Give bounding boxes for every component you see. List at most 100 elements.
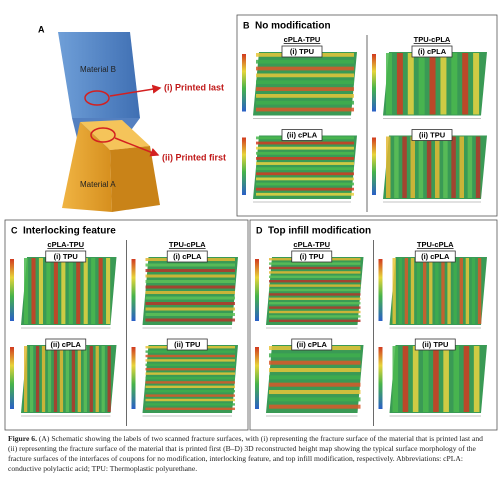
surface-stripe [145, 372, 235, 375]
surface-stripe [145, 363, 235, 367]
surface-stripe [24, 258, 29, 324]
surface-stripe [256, 157, 354, 160]
callout-circle [84, 90, 110, 106]
caption-text: (A) Schematic showing the labels of two … [8, 434, 483, 473]
surface-stripe [269, 368, 361, 373]
surface-stripe [145, 318, 235, 322]
surface-stripe [256, 107, 354, 112]
surface-stripe [76, 258, 81, 324]
surface-stripe [441, 258, 445, 324]
surface-stripe [145, 376, 235, 380]
surface-stripe [269, 297, 361, 301]
surface-stripe [433, 346, 439, 412]
surface-stripe [256, 172, 354, 176]
material-b-block [58, 32, 140, 118]
column-header: cPLA-TPU [284, 35, 321, 44]
colorbar [131, 347, 136, 409]
surface-stripe [145, 359, 235, 362]
surface-stripe [101, 346, 105, 412]
callout: (ii) Printed first [162, 152, 226, 162]
surface-stripe [451, 136, 456, 198]
surface-stripe [145, 394, 235, 397]
surface-stripe [145, 381, 235, 384]
surface-stripe [107, 346, 111, 412]
map-label: (i) cPLA [421, 252, 450, 261]
surface-stripe [68, 258, 73, 324]
surface-stripe [453, 258, 457, 324]
surface-stripe [256, 141, 354, 145]
surface-stripe [435, 136, 440, 198]
surface-stripe [145, 354, 235, 358]
surface-stripe [423, 346, 429, 412]
surface-stripe [269, 397, 361, 402]
map-label: (i) cPLA [418, 47, 447, 56]
column-header: TPU-cPLA [417, 240, 454, 249]
surface-stripe [392, 346, 399, 412]
surface-stripe [77, 346, 81, 412]
panel-border [236, 14, 498, 217]
surface-stripe [256, 73, 354, 78]
colorbar [10, 347, 14, 409]
surface-stripe [443, 346, 449, 412]
surface-stripe [256, 59, 354, 64]
surface-stripe [392, 258, 396, 324]
surface-stripe [269, 302, 361, 305]
map-label-box [45, 250, 87, 263]
surface-stripe [83, 258, 88, 324]
figure: A (i) Printed last Material B (ii) Print… [4, 14, 498, 431]
map-label-box [281, 45, 323, 58]
surface-stripe [269, 275, 361, 279]
map-label-box [166, 250, 208, 263]
surface-stripe [269, 353, 361, 358]
map-label-box [45, 338, 87, 351]
surface-stripe [418, 53, 425, 115]
surface-stripe [429, 258, 433, 324]
colorbar [378, 259, 383, 321]
surface-stripe [426, 136, 432, 198]
surface-stripe [459, 136, 464, 198]
surface-stripe [256, 100, 354, 105]
map-label: (ii) cPLA [51, 340, 82, 349]
map-label: (ii) TPU [174, 340, 200, 349]
surface-stripe [269, 375, 361, 380]
surface-stripe [398, 258, 402, 324]
surface-stripe [83, 346, 87, 412]
surface-stripe [71, 346, 76, 412]
surface-stripe [418, 136, 424, 198]
surface-stripe [410, 136, 415, 198]
surface-stripe [145, 274, 235, 278]
column-header: TPU-cPLA [414, 35, 451, 44]
surface-stripe [269, 306, 361, 309]
surface-stripe [269, 382, 361, 387]
surface-stripe [423, 258, 427, 324]
surface-stripe [256, 187, 354, 191]
map-label: (i) TPU [300, 252, 324, 261]
map-label-box [411, 45, 453, 58]
colorbar [131, 259, 136, 321]
colorbar [242, 137, 246, 195]
surface-stripe [24, 346, 28, 412]
surface-stripe [451, 53, 458, 115]
surface-stripe [256, 146, 354, 150]
colorbar [372, 137, 376, 195]
column-header: cPLA-TPU [293, 240, 330, 249]
surface-stripe [386, 136, 391, 198]
surface-stripe [145, 269, 235, 273]
surface-stripe [145, 263, 235, 267]
surface-stripe [256, 87, 354, 91]
surface-stripe [256, 192, 354, 196]
surface-stripe [61, 258, 66, 324]
surface-stripe [269, 360, 361, 365]
surface-stripe [435, 258, 439, 324]
surface-stripe [145, 403, 235, 406]
surface-stripe [256, 167, 354, 171]
surface-stripe [145, 385, 235, 389]
surface-stripe [269, 310, 361, 314]
surface-stripe [29, 346, 34, 412]
surface-stripe [145, 407, 235, 411]
colorbar [378, 347, 383, 409]
callout-arrow [114, 137, 160, 157]
panel-border [249, 219, 498, 431]
surface-stripe [91, 258, 96, 324]
